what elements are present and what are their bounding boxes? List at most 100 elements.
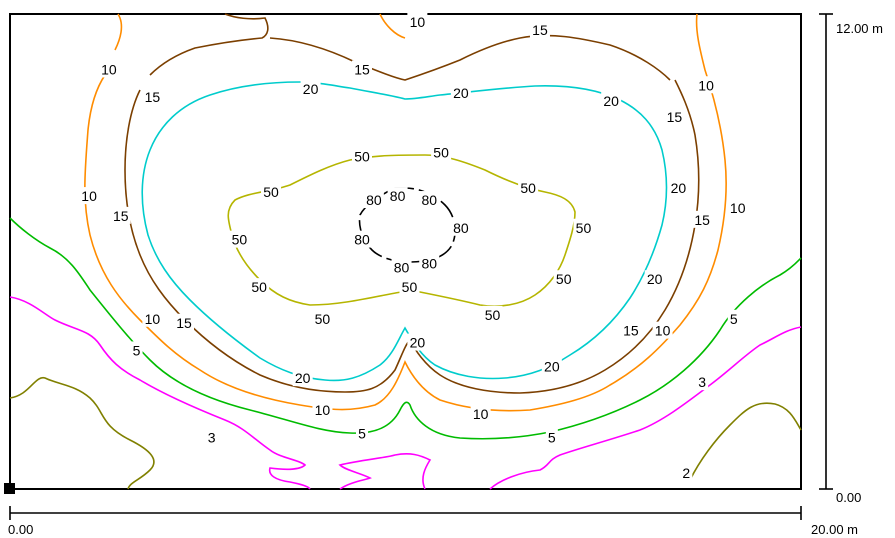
contour-label-bg bbox=[110, 206, 131, 224]
contour-label-bg bbox=[351, 230, 372, 248]
contour-label-bg bbox=[431, 143, 452, 161]
contour-label-bg bbox=[130, 341, 143, 359]
contour-label-bg bbox=[79, 187, 100, 205]
contour-label-50: 50 bbox=[251, 279, 267, 295]
contour-10-left-top bbox=[114, 13, 123, 51]
contour-label-20: 20 bbox=[295, 370, 311, 386]
contour-label-5: 5 bbox=[358, 426, 366, 442]
contour-15-top-center bbox=[269, 34, 671, 81]
contour-50 bbox=[227, 154, 576, 307]
contour-label-bg bbox=[696, 76, 717, 94]
contour-label-bg bbox=[387, 187, 408, 205]
contour-label-50: 50 bbox=[556, 271, 572, 287]
contour-label-bg bbox=[391, 258, 412, 276]
contour-label-bg bbox=[419, 191, 440, 209]
contour-label-bg bbox=[696, 373, 709, 391]
contour-label-3: 3 bbox=[208, 430, 216, 446]
contour-label-20: 20 bbox=[544, 358, 560, 374]
contour-2-right bbox=[689, 402, 802, 481]
contour-label-bg bbox=[529, 20, 550, 38]
contour-label-50: 50 bbox=[315, 311, 331, 327]
contour-label-50: 50 bbox=[485, 307, 501, 323]
contour-label-bg bbox=[482, 305, 503, 323]
contour-label-20: 20 bbox=[671, 180, 687, 196]
contour-label-bg bbox=[680, 464, 693, 482]
contour-label-15: 15 bbox=[176, 315, 192, 331]
x-axis bbox=[9, 506, 802, 520]
contour-label-15: 15 bbox=[667, 109, 683, 125]
contour-label-bg bbox=[727, 309, 740, 327]
contour-label-bg bbox=[450, 84, 471, 102]
contour-label-50: 50 bbox=[263, 184, 279, 200]
contour-label-bg bbox=[363, 191, 384, 209]
contour-label-80: 80 bbox=[354, 232, 370, 248]
contour-label-10: 10 bbox=[698, 77, 714, 93]
contour-2-left bbox=[9, 377, 155, 490]
contour-label-bg bbox=[652, 321, 673, 339]
contour-label-50: 50 bbox=[433, 145, 449, 161]
contour-label-bg bbox=[407, 333, 428, 351]
contour-label-bg bbox=[312, 400, 333, 418]
contour-label-80: 80 bbox=[390, 188, 406, 204]
contour-label-bg bbox=[407, 12, 428, 30]
contour-label-15: 15 bbox=[145, 89, 161, 105]
contour-3-left bbox=[9, 296, 311, 490]
contour-label-bg bbox=[312, 309, 333, 327]
contour-label-20: 20 bbox=[647, 271, 663, 287]
contour-label-15: 15 bbox=[113, 208, 129, 224]
contour-label-bg bbox=[664, 107, 685, 125]
contour-label-bg bbox=[518, 179, 539, 197]
contour-label-20: 20 bbox=[410, 335, 426, 351]
contour-label-80: 80 bbox=[394, 259, 410, 275]
contour-label-15: 15 bbox=[623, 323, 639, 339]
contour-5-left bbox=[9, 217, 802, 440]
y-axis-end-label: 12.00 m bbox=[836, 21, 883, 36]
contour-label-bg bbox=[601, 92, 622, 110]
contour-label-bg bbox=[399, 278, 420, 296]
contour-label-20: 20 bbox=[603, 93, 619, 109]
plot-frame bbox=[9, 13, 802, 490]
contour-15-top-left bbox=[149, 13, 269, 76]
contour-label-10: 10 bbox=[473, 406, 489, 422]
contour-label-bg bbox=[142, 88, 163, 106]
contour-label-15: 15 bbox=[354, 61, 370, 77]
contour-label-5: 5 bbox=[730, 311, 738, 327]
contour-label-bg bbox=[351, 60, 372, 78]
contour-label-10: 10 bbox=[81, 188, 97, 204]
contour-label-20: 20 bbox=[453, 85, 469, 101]
contour-label-bg bbox=[644, 270, 665, 288]
contour-label-bg bbox=[98, 60, 119, 78]
contour-label-bg bbox=[692, 210, 713, 228]
contour-label-15: 15 bbox=[694, 212, 710, 228]
contour-label-10: 10 bbox=[410, 14, 426, 30]
x-axis-end-label: 20.00 m bbox=[811, 522, 858, 537]
contour-label-bg bbox=[545, 428, 558, 446]
contour-label-10: 10 bbox=[145, 311, 161, 327]
contour-label-bg bbox=[668, 179, 689, 197]
contour-20 bbox=[141, 81, 668, 382]
contour-label-bg bbox=[553, 270, 574, 288]
contour-10-top-center bbox=[379, 13, 406, 39]
contour-label-5: 5 bbox=[133, 342, 141, 358]
contour-label-bg bbox=[727, 198, 748, 216]
contour-label-bg bbox=[292, 369, 313, 387]
contour-label-bg bbox=[205, 428, 218, 446]
contour-label-bg bbox=[541, 357, 562, 375]
contour-label-bg bbox=[142, 309, 163, 327]
contour-label-2: 2 bbox=[682, 465, 690, 481]
contour-label-80: 80 bbox=[421, 192, 437, 208]
contour-label-50: 50 bbox=[354, 149, 370, 165]
y-axis-start-label: 0.00 bbox=[836, 490, 861, 505]
contour-label-bg bbox=[573, 218, 594, 236]
origin-marker bbox=[4, 483, 15, 494]
contour-10-main bbox=[84, 13, 727, 412]
contour-label-bg bbox=[229, 230, 250, 248]
contour-label-5: 5 bbox=[548, 430, 556, 446]
contour-label-bg bbox=[470, 404, 491, 422]
contour-3-right bbox=[489, 326, 802, 490]
contour-label-bg bbox=[249, 278, 270, 296]
contour-label-50: 50 bbox=[520, 180, 536, 196]
contour-label-10: 10 bbox=[655, 323, 671, 339]
contour-label-80: 80 bbox=[366, 192, 382, 208]
